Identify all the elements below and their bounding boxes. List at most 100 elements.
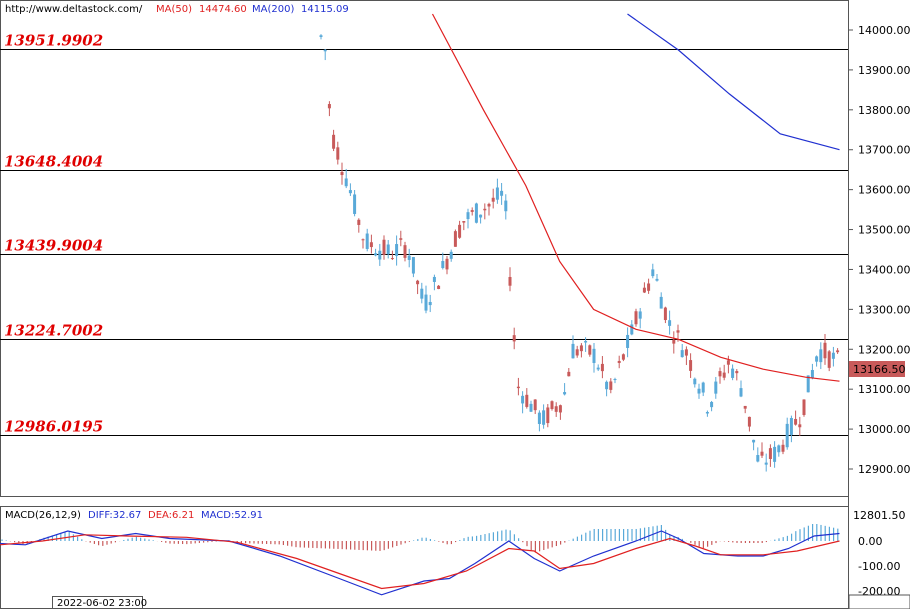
macd-dea-label: DEA:6.21 bbox=[148, 510, 194, 521]
level-label: 13648.4004 bbox=[4, 153, 103, 171]
candle bbox=[546, 404, 550, 428]
candle bbox=[344, 168, 348, 189]
price-tick-label: 13500.00 bbox=[858, 224, 910, 237]
candle bbox=[710, 400, 714, 412]
candles bbox=[319, 34, 840, 472]
candle bbox=[588, 344, 592, 357]
candle bbox=[647, 278, 651, 294]
macd-tick-label: -100.00 bbox=[858, 560, 900, 573]
candle bbox=[777, 444, 781, 457]
candle bbox=[722, 364, 726, 381]
site-url: http://www.deltastock.com/ bbox=[5, 4, 143, 15]
candle bbox=[575, 345, 579, 358]
candle bbox=[365, 228, 369, 252]
macd-diff-label: DIFF:32.67 bbox=[88, 510, 141, 521]
candle bbox=[487, 202, 491, 216]
candle bbox=[495, 178, 499, 204]
candle bbox=[432, 274, 436, 291]
candle bbox=[382, 235, 386, 260]
candle bbox=[806, 375, 810, 393]
level-label: 13439.9004 bbox=[4, 237, 103, 255]
candle bbox=[378, 243, 382, 266]
candle bbox=[609, 378, 613, 394]
candle bbox=[747, 416, 751, 432]
ma200-label: MA(200) bbox=[252, 4, 294, 15]
candle bbox=[701, 381, 705, 397]
candle bbox=[735, 369, 739, 381]
price-tick-label: 13800.00 bbox=[858, 104, 910, 117]
candle bbox=[773, 441, 777, 468]
candle bbox=[815, 355, 819, 367]
ma200-value: 14115.09 bbox=[301, 4, 349, 15]
candle bbox=[479, 214, 483, 224]
candle bbox=[529, 400, 533, 412]
candle bbox=[441, 252, 445, 270]
candle bbox=[672, 331, 676, 354]
candle bbox=[638, 307, 642, 329]
ma200-line bbox=[627, 13, 840, 151]
level-label: 12986.0195 bbox=[4, 418, 103, 436]
candle bbox=[563, 383, 567, 396]
candle bbox=[617, 355, 621, 369]
candle bbox=[504, 194, 508, 220]
last-price-value: 13166.50 bbox=[853, 363, 906, 376]
candle bbox=[827, 350, 831, 372]
candle bbox=[810, 363, 814, 380]
candle bbox=[642, 282, 646, 294]
macd-title: MACD(26,12,9) bbox=[5, 510, 81, 521]
macd-top-value: 12801.50 bbox=[853, 509, 906, 522]
candle bbox=[361, 238, 365, 249]
price-tick-label: 13700.00 bbox=[858, 144, 910, 157]
candle bbox=[508, 267, 512, 292]
candle bbox=[764, 453, 768, 472]
candle bbox=[466, 208, 470, 229]
candle bbox=[752, 439, 756, 451]
candle bbox=[705, 410, 709, 417]
candle bbox=[521, 391, 525, 414]
price-tick-label: 13000.00 bbox=[858, 423, 910, 436]
candle bbox=[584, 337, 588, 352]
candle bbox=[655, 274, 659, 282]
candle bbox=[474, 202, 478, 224]
candle bbox=[567, 367, 571, 377]
candle bbox=[634, 308, 638, 327]
macd-dea-line bbox=[0, 534, 840, 590]
candle bbox=[357, 218, 361, 233]
candle bbox=[756, 447, 760, 463]
candle bbox=[718, 367, 722, 384]
candle bbox=[327, 101, 331, 117]
candle bbox=[533, 399, 537, 415]
candle bbox=[743, 405, 747, 414]
candle bbox=[789, 415, 793, 443]
candle bbox=[516, 377, 520, 396]
candle bbox=[340, 162, 344, 185]
level-label: 13224.7002 bbox=[4, 322, 103, 340]
candle bbox=[798, 416, 802, 436]
price-tick-label: 13400.00 bbox=[858, 263, 910, 276]
price-tick-label: 13600.00 bbox=[858, 184, 910, 197]
candle bbox=[445, 256, 449, 275]
macd-diff-line bbox=[0, 530, 840, 596]
candle bbox=[571, 335, 575, 359]
corner-box bbox=[848, 594, 910, 609]
candle bbox=[684, 346, 688, 366]
candle bbox=[428, 294, 432, 313]
candle bbox=[794, 410, 798, 426]
candle bbox=[836, 348, 840, 354]
price-tick-label: 14000.00 bbox=[858, 24, 910, 37]
candle bbox=[332, 129, 336, 152]
candle bbox=[386, 240, 390, 259]
ma50-line bbox=[431, 13, 840, 382]
candle bbox=[470, 207, 474, 216]
candle bbox=[458, 220, 462, 239]
candle bbox=[697, 383, 701, 399]
price-tick-label: 12900.00 bbox=[858, 463, 910, 476]
candle bbox=[739, 380, 743, 398]
candle bbox=[731, 364, 735, 381]
candle bbox=[399, 230, 403, 247]
candle bbox=[823, 333, 827, 365]
last-price-badge bbox=[849, 361, 905, 377]
price-axis: 14000.00 13900.00 13800.00 13700.00 13600.00… bbox=[849, 24, 910, 476]
candle bbox=[453, 229, 457, 247]
